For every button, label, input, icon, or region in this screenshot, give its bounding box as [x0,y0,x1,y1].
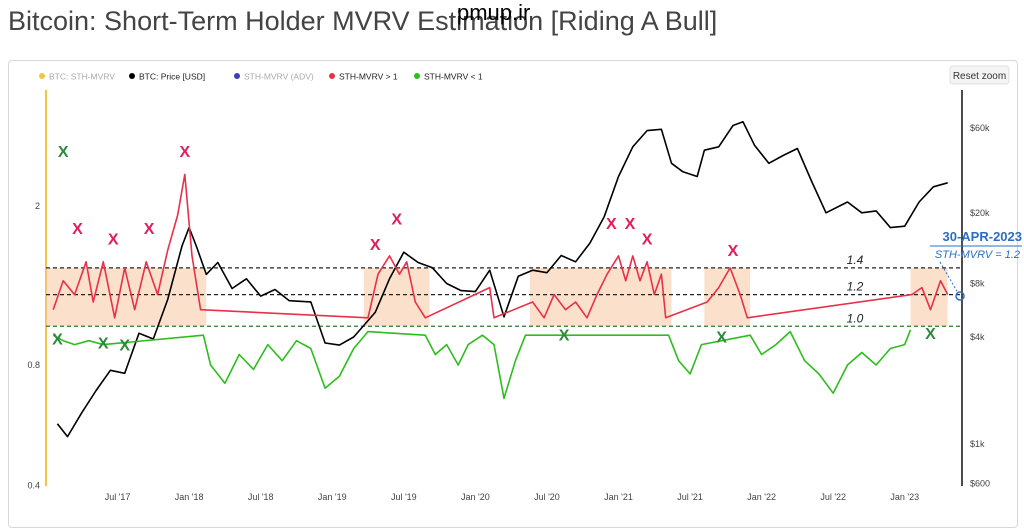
x-tick-7: Jan '21 [604,492,633,502]
legend-swatch-1[interactable] [129,73,135,79]
x-tick-3: Jan '19 [318,492,347,502]
x-marker-14: X [625,216,636,233]
legend-item-3[interactable]: STH-MVRV > 1 [339,72,398,82]
euphoria-zone-0 [46,267,207,327]
series-line-0 [56,121,948,438]
x-marker-1: X [52,332,63,349]
y-right-tick-1: $20k [970,208,990,218]
band-label-1: 1.2 [847,280,864,294]
x-marker-9: X [144,221,155,238]
x-tick-10: Jul '22 [820,492,846,502]
x-marker-13: X [606,216,617,233]
x-tick-4: Jul '19 [391,492,417,502]
band-label-0: 1.4 [847,253,864,267]
legend-item-2[interactable]: STH-MVRV (ADV) [244,72,314,82]
x-marker-0: X [58,144,69,161]
x-marker-6: X [925,326,936,343]
x-tick-8: Jul '21 [677,492,703,502]
y-right-tick-4: $1k [970,439,985,449]
watermark: pmup.ir [457,0,531,25]
band-label-2: 1.0 [847,311,864,325]
x-tick-5: Jan '20 [461,492,490,502]
euphoria-zone-1 [363,267,430,327]
euphoria-zone-4 [910,267,948,327]
x-marker-11: X [370,237,381,254]
legend-swatch-0[interactable] [39,73,45,79]
x-marker-5: X [716,330,727,347]
y-left-tick-0: 2 [35,201,40,211]
legend: BTC: STH-MVRV BTC: Price [USD] STH-MVRV (A… [39,72,483,82]
annotation-pointer [939,261,959,294]
x-marker-3: X [119,337,130,354]
legend-swatch-3[interactable] [329,73,335,79]
annotation-point [955,291,965,301]
legend-swatch-2[interactable] [234,73,240,79]
legend-item-0[interactable]: BTC: STH-MVRV [49,72,115,82]
legend-item-4[interactable]: STH-MVRV < 1 [424,72,483,82]
y-right-tick-3: $4k [970,332,985,342]
x-marker-15: X [642,232,653,249]
y-left-tick-1: 0.8 [27,360,40,370]
axis-labels: Jul '17 Jan '18 Jul '18 Jan '19 Jul '19 Jan '… [27,123,990,502]
x-marker-8: X [108,232,119,249]
x-tick-1: Jan '18 [175,492,204,502]
annotation-text: STH-MVRV = 1.2 [935,249,1020,261]
x-tick-0: Jul '17 [105,492,131,502]
legend-swatch-4[interactable] [414,73,420,79]
x-marker-4: X [559,328,570,345]
y-left-tick-2: 0.4 [27,480,40,490]
x-tick-11: Jan '23 [890,492,919,502]
legend-item-1[interactable]: BTC: Price [USD] [139,72,205,82]
page-title: Bitcoin: Short-Term Holder MVRV Estimati… [8,6,718,36]
y-right-tick-0: $60k [970,123,990,133]
x-marker-16: X [728,243,739,260]
x-tick-6: Jul '20 [534,492,560,502]
series-line-2 [52,329,912,400]
y-right-tick-2: $8k [970,279,985,289]
x-marker-10: X [179,144,190,161]
x-tick-9: Jan '22 [747,492,776,502]
x-marker-7: X [72,221,83,238]
series-layer [52,121,949,438]
x-tick-2: Jul '18 [248,492,274,502]
reset-zoom-button[interactable] [949,65,1010,85]
annotation: 30-APR-2023 STH-MVRV = 1.2 [930,229,1023,301]
x-marker-12: X [391,211,402,228]
annotation-date: 30-APR-2023 [943,229,1023,244]
y-right-tick-5: $600 [970,478,990,488]
reset-zoom-label[interactable]: Reset zoom [953,71,1006,82]
x-marker-2: X [98,335,109,352]
series-line-1 [52,173,949,319]
